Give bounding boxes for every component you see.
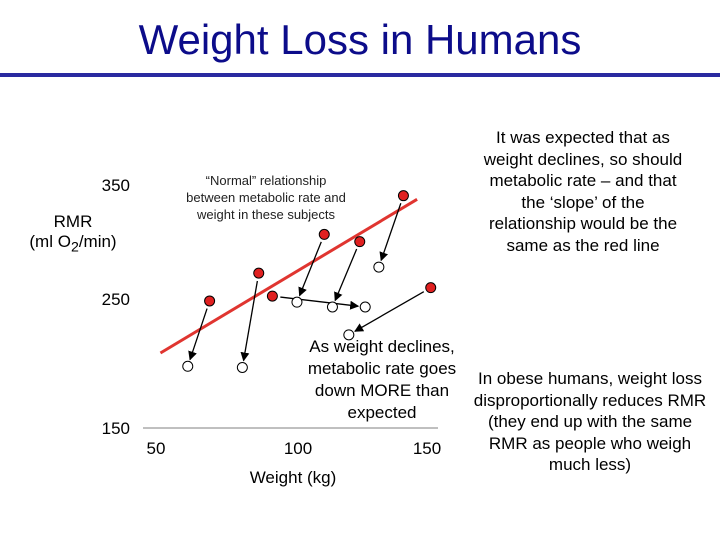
after-weight-loss-point	[326, 301, 338, 313]
y-axis-unit-suffix: /min)	[78, 232, 117, 251]
after-weight-loss-point	[291, 296, 303, 308]
expected-slope-note: It was expected that as weight declines,…	[483, 128, 683, 255]
weight-decline-note: As weight declines, metabolic rate goes …	[307, 337, 457, 422]
after-weight-loss-point	[359, 301, 371, 313]
after-weight-loss-point	[236, 362, 248, 373]
x-axis-label: Weight (kg)	[249, 468, 337, 487]
example-after-point	[343, 329, 355, 341]
decline-arrow	[240, 280, 259, 362]
example-arrow	[354, 291, 425, 332]
decline-arrow	[188, 308, 208, 361]
before-weight-loss-point	[253, 267, 265, 279]
obese-conclusion-note: In obese humans, weight loss disproporti…	[473, 369, 707, 475]
y-tick-label: 350	[101, 176, 130, 195]
before-weight-loss-point	[318, 228, 330, 240]
y-tick-label: 150	[101, 419, 130, 438]
decline-arrow	[298, 241, 322, 297]
x-tick-label: 50	[146, 439, 166, 458]
title-underline	[0, 73, 720, 77]
normal-relationship-note: “Normal” relationship between metabolic …	[186, 173, 346, 222]
after-weight-loss-point	[373, 261, 385, 273]
before-weight-loss-point	[266, 290, 278, 302]
y-axis-title: RMR	[53, 212, 93, 231]
x-tick-label: 100	[283, 439, 313, 458]
trend-line	[159, 198, 418, 355]
example-before-point	[425, 282, 437, 294]
before-weight-loss-point	[354, 236, 366, 248]
y-tick-label: 250	[101, 290, 130, 309]
x-tick-label: 150	[412, 439, 442, 458]
decline-arrow	[379, 203, 402, 262]
y-axis-unit-subscript: 2	[70, 239, 79, 256]
y-axis-unit-prefix: (ml O	[29, 232, 71, 251]
before-weight-loss-point	[397, 190, 409, 202]
before-weight-loss-point	[204, 295, 216, 307]
y-axis-label: RMR (ml O2/min)	[18, 212, 128, 257]
decline-arrow	[334, 248, 358, 302]
after-weight-loss-point	[182, 360, 194, 372]
slide-title: Weight Loss in Humans	[138, 16, 582, 63]
